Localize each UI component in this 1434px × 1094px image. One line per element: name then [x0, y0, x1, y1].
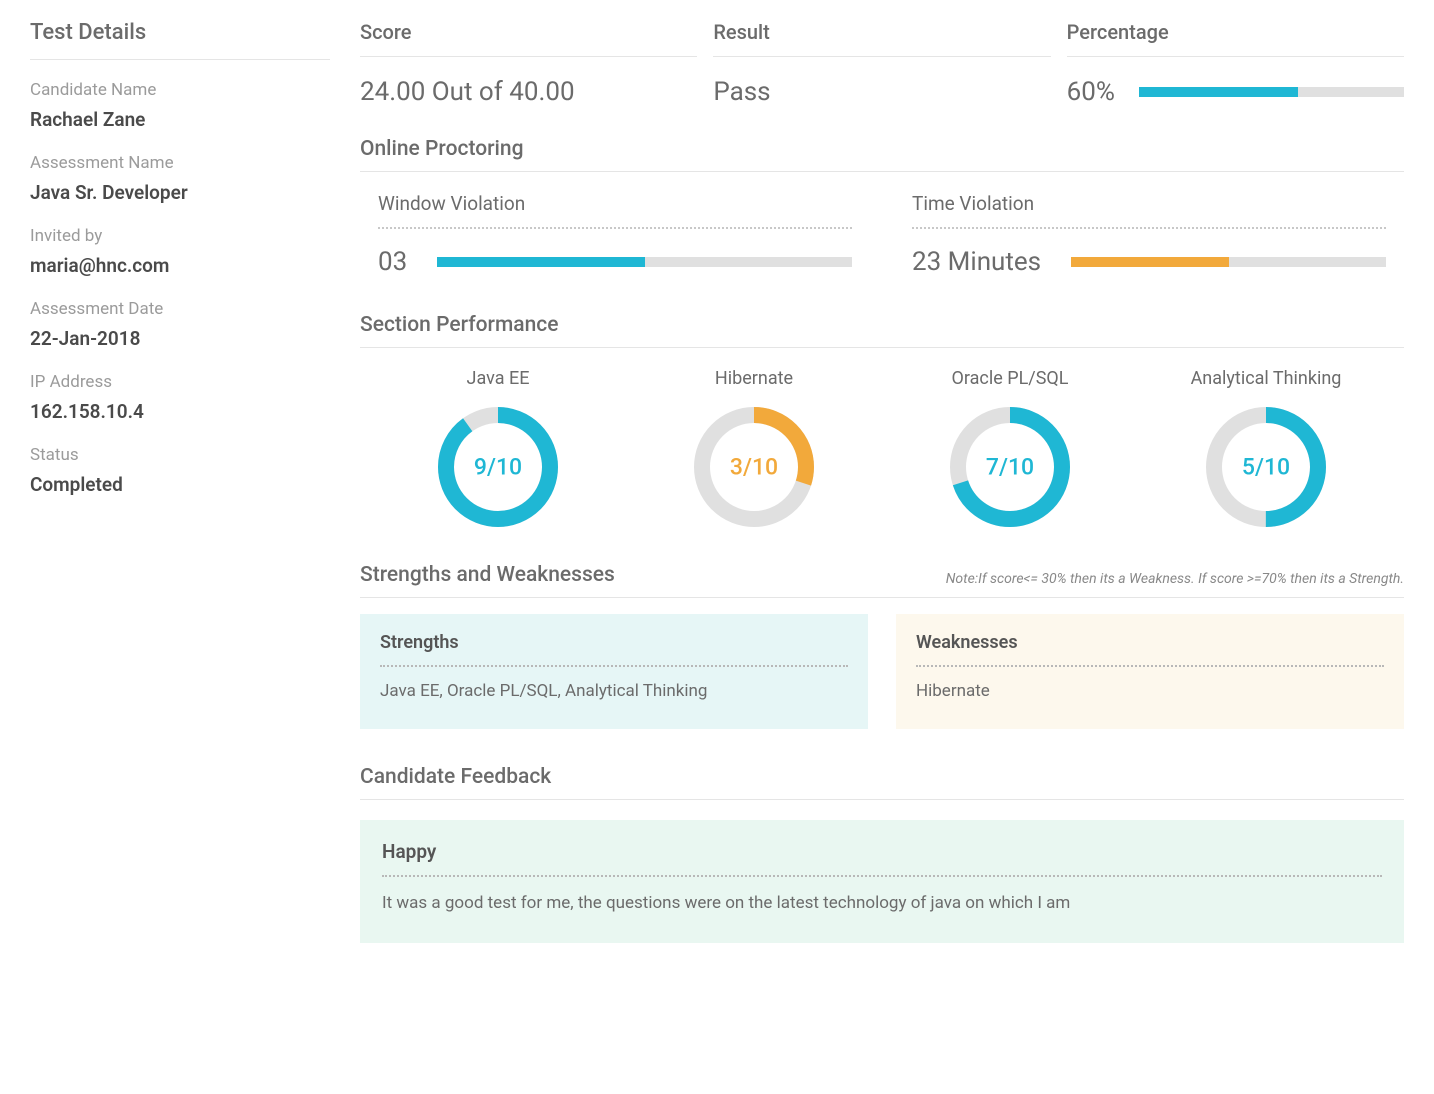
kpi-percentage-label: Percentage: [1067, 20, 1404, 57]
percentage-progress-bar: [1139, 87, 1404, 97]
detail-item: Assessment Name Java Sr. Developer: [30, 153, 330, 204]
donut-item: Analytical Thinking 5/10: [1138, 368, 1394, 527]
donut-score: 5/10: [1242, 454, 1290, 481]
kpi-result: Result Pass: [713, 20, 1050, 107]
detail-value: Java Sr. Developer: [30, 181, 330, 204]
weaknesses-card: Weaknesses Hibernate: [896, 614, 1404, 729]
kpi-result-value: Pass: [713, 77, 1050, 107]
donut-chart: 9/10: [438, 407, 558, 527]
strengths-card-title: Strengths: [380, 632, 848, 667]
feedback-card: Happy It was a good test for me, the que…: [360, 820, 1404, 943]
kpi-percentage-value: 60%: [1067, 77, 1115, 107]
sidebar-title: Test Details: [30, 20, 330, 60]
feedback-card-title: Happy: [382, 840, 1382, 877]
detail-value: 162.158.10.4: [30, 400, 330, 423]
proctor-time: Time Violation 23 Minutes: [912, 192, 1386, 277]
detail-value: Rachael Zane: [30, 108, 330, 131]
donut-chart: 5/10: [1206, 407, 1326, 527]
donut-item: Hibernate 3/10: [626, 368, 882, 527]
window-progress-bar: [437, 257, 852, 267]
donut-label: Analytical Thinking: [1138, 368, 1394, 389]
sw-title: Strengths and Weaknesses: [360, 563, 615, 587]
donut-chart: 7/10: [950, 407, 1070, 527]
detail-label: Candidate Name: [30, 80, 330, 100]
proctor-window-value: 03: [378, 247, 407, 277]
kpi-result-label: Result: [713, 20, 1050, 57]
kpi-row: Score 24.00 Out of 40.00 Result Pass Per…: [360, 20, 1404, 107]
section-perf-title: Section Performance: [360, 313, 1404, 348]
strengths-card-body: Java EE, Oracle PL/SQL, Analytical Think…: [380, 681, 848, 701]
feedback-section-title: Candidate Feedback: [360, 765, 1404, 800]
kpi-score-value: 24.00 Out of 40.00: [360, 77, 697, 107]
proctor-time-label: Time Violation: [912, 192, 1386, 229]
kpi-score: Score 24.00 Out of 40.00: [360, 20, 697, 107]
donut-score: 9/10: [474, 454, 522, 481]
test-details-sidebar: Test Details Candidate Name Rachael Zane A…: [30, 20, 330, 943]
detail-item: Status Completed: [30, 445, 330, 496]
window-progress-fill: [437, 257, 644, 267]
proctor-window: Window Violation 03: [378, 192, 852, 277]
detail-label: Assessment Name: [30, 153, 330, 173]
detail-label: IP Address: [30, 372, 330, 392]
weaknesses-card-title: Weaknesses: [916, 632, 1384, 667]
detail-value: 22-Jan-2018: [30, 327, 330, 350]
detail-item: Candidate Name Rachael Zane: [30, 80, 330, 131]
detail-item: IP Address 162.158.10.4: [30, 372, 330, 423]
proctor-time-value: 23 Minutes: [912, 247, 1041, 277]
donut-label: Java EE: [370, 368, 626, 389]
kpi-score-label: Score: [360, 20, 697, 57]
donut-item: Java EE 9/10: [370, 368, 626, 527]
detail-value: maria@hnc.com: [30, 254, 330, 277]
detail-item: Assessment Date 22-Jan-2018: [30, 299, 330, 350]
weaknesses-card-body: Hibernate: [916, 681, 1384, 701]
main-content: Score 24.00 Out of 40.00 Result Pass Per…: [360, 20, 1404, 943]
percentage-progress-fill: [1139, 87, 1298, 97]
kpi-percentage: Percentage 60%: [1067, 20, 1404, 107]
detail-item: Invited by maria@hnc.com: [30, 226, 330, 277]
donut-chart: 3/10: [694, 407, 814, 527]
detail-label: Assessment Date: [30, 299, 330, 319]
time-progress-fill: [1071, 257, 1228, 267]
time-progress-bar: [1071, 257, 1386, 267]
detail-value: Completed: [30, 473, 330, 496]
strengths-card: Strengths Java EE, Oracle PL/SQL, Analyt…: [360, 614, 868, 729]
proctoring-title: Online Proctoring: [360, 137, 1404, 172]
donut-item: Oracle PL/SQL 7/10: [882, 368, 1138, 527]
feedback-card-body: It was a good test for me, the questions…: [382, 891, 1382, 917]
detail-label: Invited by: [30, 226, 330, 246]
donut-label: Hibernate: [626, 368, 882, 389]
proctor-window-label: Window Violation: [378, 192, 852, 229]
donut-label: Oracle PL/SQL: [882, 368, 1138, 389]
detail-label: Status: [30, 445, 330, 465]
sw-note: Note:If score<= 30% then its a Weakness.…: [946, 571, 1404, 587]
donut-score: 7/10: [986, 454, 1034, 481]
donut-score: 3/10: [730, 454, 778, 481]
